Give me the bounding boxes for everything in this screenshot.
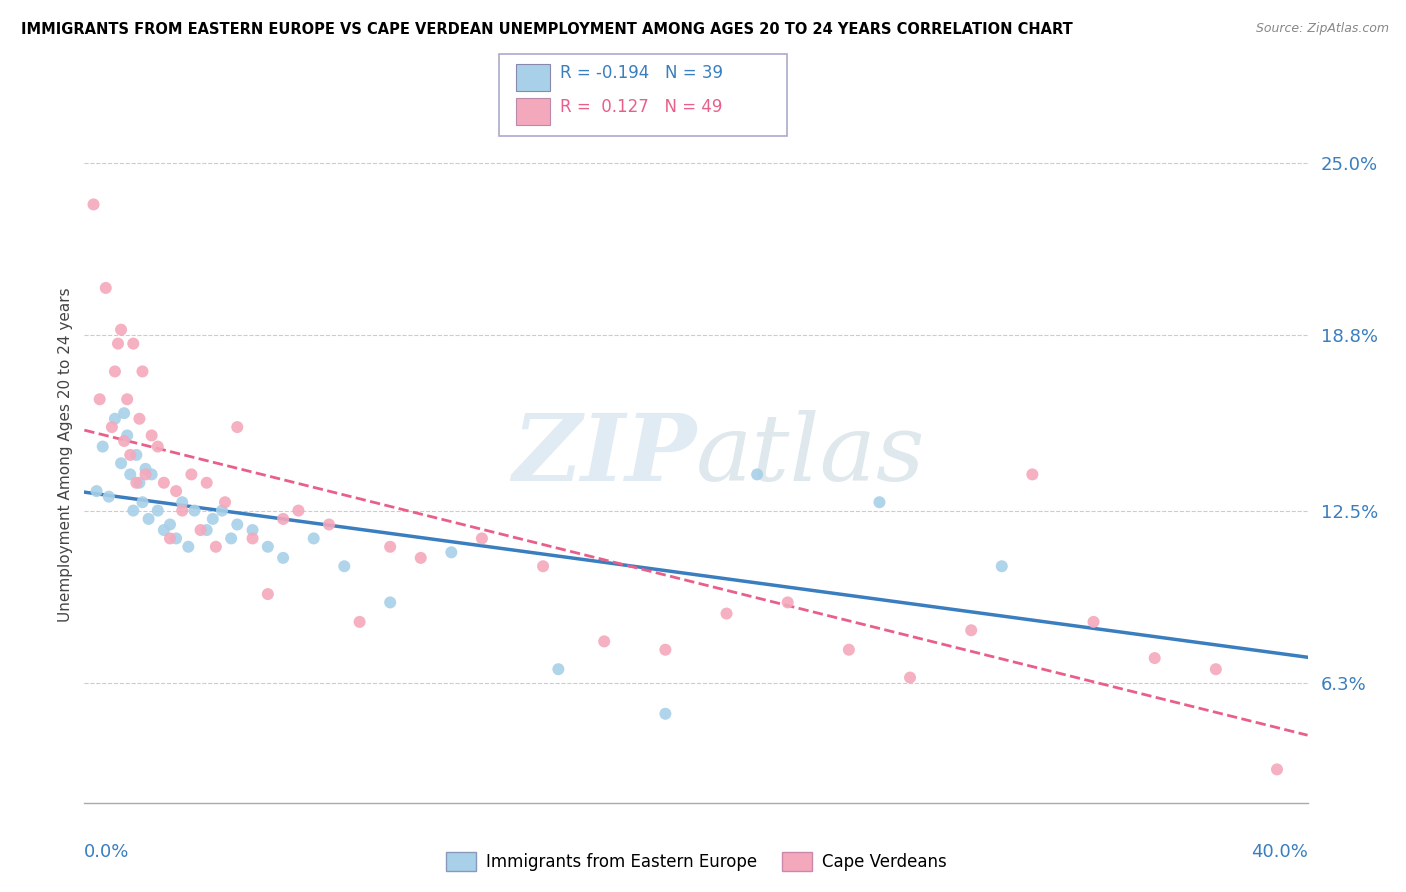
Point [333,559,356,574]
Point [838,642,860,657]
Point [165,484,187,499]
Point [153,523,176,537]
Point [349,615,371,629]
Point [146,503,169,517]
Text: atlas: atlas [696,410,925,500]
Text: IMMIGRANTS FROM EASTERN EUROPE VS CAPE VERDEAN UNEMPLOYMENT AMONG AGES 20 TO 24 : IMMIGRANTS FROM EASTERN EUROPE VS CAPE V… [21,22,1073,37]
Point [115,392,138,407]
Point [83,197,105,211]
Point [120,448,142,462]
Point [991,559,1014,574]
Point [287,503,309,517]
Point [271,550,294,565]
Point [128,411,150,425]
Point [86,484,108,499]
Point [380,595,402,609]
Point [211,503,233,517]
Point [201,512,224,526]
Point [135,467,157,482]
Point [776,595,799,609]
Point [91,440,114,454]
Point [94,281,117,295]
Point [226,420,249,434]
Point [122,503,145,517]
Point [1083,615,1105,629]
Point [107,336,129,351]
Point [110,456,132,470]
Point [242,523,264,537]
Point [409,550,432,565]
Point [654,706,676,721]
Point [104,364,127,378]
Point [128,475,150,490]
Text: 40.0%: 40.0% [1251,843,1308,861]
Point [440,545,463,559]
Point [89,392,111,407]
Point [302,532,325,546]
Point [165,532,187,546]
Point [115,428,138,442]
Point [242,532,264,546]
Point [172,495,194,509]
Point [125,448,148,462]
Point [226,517,249,532]
Point [195,523,218,537]
Point [531,559,554,574]
Point [205,540,228,554]
Point [138,512,160,526]
Point [219,532,242,546]
Legend: Immigrants from Eastern Europe, Cape Verdeans: Immigrants from Eastern Europe, Cape Ver… [439,846,953,878]
Point [177,540,200,554]
Point [141,467,163,482]
Point [131,364,153,378]
Point [135,462,157,476]
Point [195,475,218,490]
Point [97,490,120,504]
Point [112,406,135,420]
Point [1143,651,1166,665]
Point [159,517,181,532]
Point [960,624,983,638]
Point [131,495,153,509]
Point [153,475,176,490]
Point [1265,763,1288,777]
Point [716,607,738,621]
Point [271,512,294,526]
Point [180,467,202,482]
Point [547,662,569,676]
Text: Source: ZipAtlas.com: Source: ZipAtlas.com [1256,22,1389,36]
Point [112,434,135,448]
Y-axis label: Unemployment Among Ages 20 to 24 years: Unemployment Among Ages 20 to 24 years [58,287,73,623]
Point [257,540,280,554]
Point [869,495,891,509]
Point [1021,467,1043,482]
Point [101,420,124,434]
Point [318,517,340,532]
Point [146,440,169,454]
Point [257,587,280,601]
Point [898,671,921,685]
Point [110,323,132,337]
Text: 0.0%: 0.0% [84,843,129,861]
Point [104,411,127,425]
Text: R = -0.194   N = 39: R = -0.194 N = 39 [560,64,723,82]
Text: ZIP: ZIP [512,410,696,500]
Point [120,467,142,482]
Point [747,467,769,482]
Point [122,336,145,351]
Point [1205,662,1227,676]
Point [380,540,402,554]
Text: R =  0.127   N = 49: R = 0.127 N = 49 [560,98,721,116]
Point [172,503,194,517]
Point [593,634,616,648]
Point [159,532,181,546]
Point [471,532,494,546]
Point [190,523,212,537]
Point [183,503,205,517]
Point [141,428,163,442]
Point [654,642,676,657]
Point [125,475,148,490]
Point [214,495,236,509]
